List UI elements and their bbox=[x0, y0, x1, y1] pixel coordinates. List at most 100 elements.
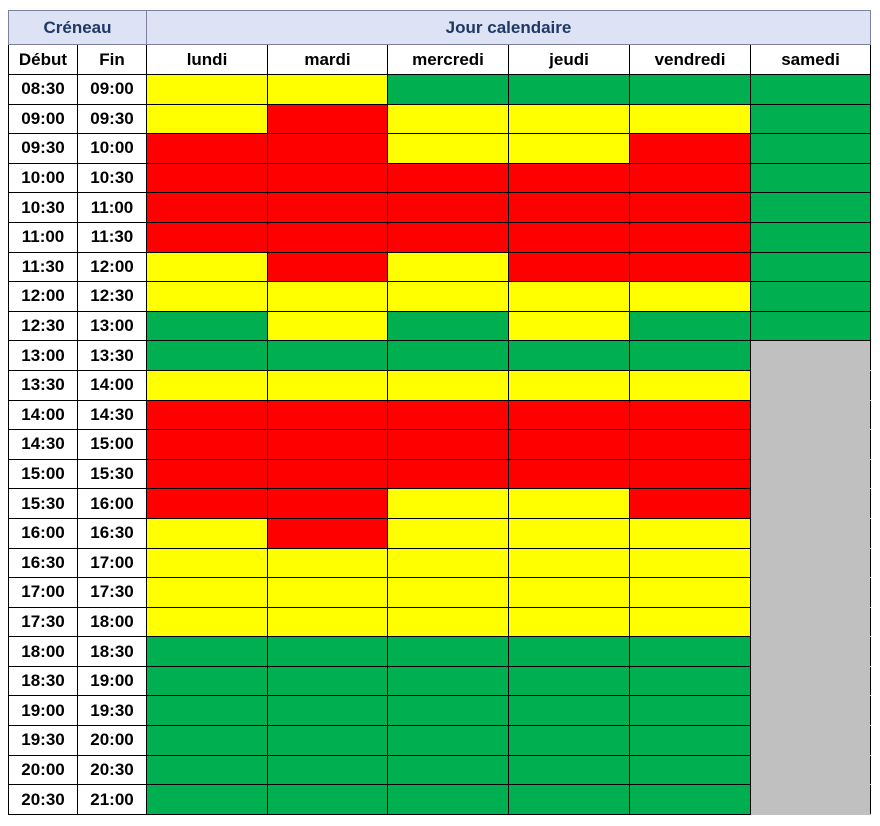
slot-cell bbox=[629, 251, 751, 283]
slot-cell bbox=[629, 103, 751, 135]
column-header: vendredi bbox=[629, 44, 751, 75]
slot-cell bbox=[508, 162, 630, 194]
slot-cell bbox=[146, 340, 268, 371]
slot-cell bbox=[387, 103, 509, 135]
end-time: 12:00 bbox=[77, 251, 147, 283]
start-time: 17:00 bbox=[8, 577, 78, 608]
slot-cell bbox=[387, 429, 509, 460]
schedule-row: 17:30 18:00 bbox=[8, 606, 872, 638]
slot-cell bbox=[749, 606, 872, 638]
slot-cell bbox=[629, 547, 751, 579]
schedule-row: 10:30 11:00 bbox=[8, 192, 872, 223]
slot-cell bbox=[629, 369, 751, 401]
start-time: 18:00 bbox=[8, 636, 78, 667]
start-time: 10:30 bbox=[8, 192, 78, 223]
column-header: lundi bbox=[146, 44, 268, 75]
schedule-row: 13:00 13:30 bbox=[8, 340, 872, 371]
slot-cell bbox=[749, 517, 872, 549]
slot-cell bbox=[267, 429, 388, 460]
start-time: 13:00 bbox=[8, 340, 78, 371]
start-time: 17:30 bbox=[8, 606, 78, 638]
slot-cell bbox=[749, 340, 872, 371]
slot-cell bbox=[267, 636, 388, 667]
slot-cell bbox=[146, 754, 268, 786]
column-header: mercredi bbox=[387, 44, 509, 75]
slot-cell bbox=[749, 429, 872, 460]
days-header: Jour calendaire bbox=[145, 10, 872, 45]
column-header: Début bbox=[8, 44, 78, 75]
slot-cell bbox=[146, 310, 268, 342]
end-time: 15:30 bbox=[77, 458, 147, 490]
slot-cell bbox=[629, 74, 751, 105]
slot-cell bbox=[387, 310, 509, 342]
schedule-row: 20:30 21:00 bbox=[8, 784, 872, 815]
start-time: 19:00 bbox=[8, 695, 78, 727]
end-time: 14:30 bbox=[77, 399, 147, 431]
end-time: 14:00 bbox=[77, 369, 147, 401]
slot-cell bbox=[508, 725, 630, 756]
slot-cell bbox=[749, 458, 872, 490]
slot-cell bbox=[508, 74, 630, 105]
slot-cell bbox=[387, 665, 509, 697]
slot-cell bbox=[749, 399, 872, 431]
slot-cell bbox=[387, 606, 509, 638]
start-time: 09:30 bbox=[8, 133, 78, 164]
slot-cell bbox=[267, 725, 388, 756]
schedule-row: 18:00 18:30 bbox=[8, 636, 872, 667]
slot-cell bbox=[749, 192, 872, 223]
slot-cell bbox=[387, 754, 509, 786]
slot-header: Créneau bbox=[8, 10, 147, 45]
end-time: 19:30 bbox=[77, 695, 147, 727]
end-time: 17:00 bbox=[77, 547, 147, 579]
schedule-row: 10:00 10:30 bbox=[8, 162, 872, 194]
start-time: 16:00 bbox=[8, 517, 78, 549]
end-time: 11:30 bbox=[77, 221, 147, 253]
slot-cell bbox=[508, 103, 630, 135]
slot-cell bbox=[267, 784, 388, 815]
slot-cell bbox=[267, 517, 388, 549]
end-time: 19:00 bbox=[77, 665, 147, 697]
slot-cell bbox=[508, 547, 630, 579]
slot-cell bbox=[508, 429, 630, 460]
slot-cell bbox=[629, 399, 751, 431]
column-header: mardi bbox=[267, 44, 388, 75]
slot-cell bbox=[267, 606, 388, 638]
slot-cell bbox=[749, 725, 872, 756]
slot-cell bbox=[629, 695, 751, 727]
end-time: 12:30 bbox=[77, 281, 147, 312]
slot-cell bbox=[508, 695, 630, 727]
slot-cell bbox=[629, 310, 751, 342]
slot-cell bbox=[629, 577, 751, 608]
slot-cell bbox=[387, 458, 509, 490]
end-time: 16:00 bbox=[77, 488, 147, 519]
slot-cell bbox=[146, 695, 268, 727]
slot-cell bbox=[267, 281, 388, 312]
slot-cell bbox=[749, 577, 872, 608]
start-time: 13:30 bbox=[8, 369, 78, 401]
schedule-row: 12:30 13:00 bbox=[8, 310, 872, 342]
start-time: 15:30 bbox=[8, 488, 78, 519]
schedule-row: 16:00 16:30 bbox=[8, 517, 872, 549]
slot-cell bbox=[146, 665, 268, 697]
slot-cell bbox=[749, 369, 872, 401]
slot-cell bbox=[508, 340, 630, 371]
slot-cell bbox=[387, 488, 509, 519]
schedule-row: 16:30 17:00 bbox=[8, 547, 872, 579]
start-time: 12:00 bbox=[8, 281, 78, 312]
slot-cell bbox=[387, 133, 509, 164]
slot-cell bbox=[629, 458, 751, 490]
start-time: 08:30 bbox=[8, 74, 78, 105]
slot-cell bbox=[629, 281, 751, 312]
slot-cell bbox=[387, 162, 509, 194]
slot-cell bbox=[387, 221, 509, 253]
schedule-row: 15:30 16:00 bbox=[8, 488, 872, 519]
column-header: jeudi bbox=[508, 44, 630, 75]
slot-cell bbox=[387, 192, 509, 223]
slot-cell bbox=[749, 784, 872, 815]
slot-cell bbox=[508, 636, 630, 667]
slot-cell bbox=[146, 725, 268, 756]
end-time: 18:00 bbox=[77, 606, 147, 638]
slot-cell bbox=[267, 103, 388, 135]
slot-cell bbox=[749, 488, 872, 519]
slot-cell bbox=[749, 251, 872, 283]
